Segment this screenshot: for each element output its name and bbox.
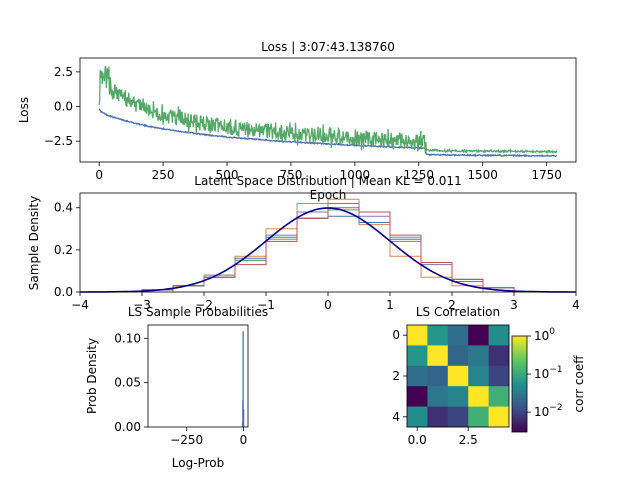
correlation-cell [468, 365, 489, 387]
latent-ticks: −4 −3 −2 −1 0 1 2 3 4 0.0 0.2 0.4 [54, 201, 580, 312]
correlation-cell [407, 365, 428, 387]
correlation-cell [427, 325, 449, 346]
correlation-cell [468, 345, 489, 367]
correlation-cell [468, 386, 489, 407]
loss-xtick-label: 0 [95, 168, 103, 182]
latent-xtick-label: 1 [386, 298, 394, 312]
correlation-cell [468, 325, 489, 346]
probability-xtick-label: 0 [240, 433, 248, 447]
probability-ticks: −250 0 0.00 0.05 0.10 [114, 331, 247, 447]
latent-xtick-label: −1 [257, 298, 275, 312]
correlation-cell [447, 386, 469, 407]
latent-xtick-label: 3 [510, 298, 518, 312]
probability-ytick-label: 0.10 [114, 331, 141, 345]
correlation-xtick-label: 0.0 [408, 433, 427, 447]
probability-ytick-label: 0.05 [114, 376, 141, 390]
probability-xtick-label: −250 [170, 433, 203, 447]
correlation-cell [488, 345, 510, 367]
probability-bar [242, 331, 244, 427]
loss-ylabel: Loss [17, 97, 31, 123]
latent-xtick-label: 0 [324, 298, 332, 312]
latent-ytick-label: 0.2 [54, 243, 73, 257]
correlation-panel: 0.0 2.5 0 2 4 LS Correlation 100 10−1 10−2 cor… [392, 305, 586, 447]
correlation-ytick-label: 0 [392, 328, 400, 342]
latent-xtick-label: 2 [448, 298, 456, 312]
loss-xtick-label: 1500 [467, 168, 498, 182]
latent-xtick-label: −3 [133, 298, 151, 312]
latent-title: Latent Space Distribution | Mean KL = 0.… [194, 174, 461, 188]
correlation-cell [407, 325, 428, 346]
loss-xtick-label: 250 [152, 168, 175, 182]
loss-series-line [98, 108, 557, 158]
latent-panel: −4 −3 −2 −1 0 1 2 3 4 0.0 0.2 0.4 Latent Space Dist… [27, 174, 580, 312]
loss-xtick-label: 750 [279, 168, 302, 182]
latent-histogram [141, 215, 515, 292]
latent-histograms [141, 198, 515, 292]
correlation-ytick-label: 2 [392, 369, 400, 383]
latent-ytick-label: 0.0 [54, 285, 73, 299]
loss-xtick-label: 500 [216, 168, 239, 182]
probabilities-title: LS Sample Probabilities [128, 305, 268, 319]
loss-ytick-label: 2.5 [54, 65, 73, 79]
probability-ytick-label: 0.00 [114, 420, 141, 434]
correlation-cell [447, 406, 469, 428]
probability-bars [241, 331, 245, 427]
loss-xlabel: Epoch [310, 188, 347, 202]
colorbar [512, 336, 527, 432]
loss-xtick-label: 1750 [531, 168, 562, 182]
correlation-cells [407, 325, 510, 428]
correlation-cell [488, 325, 510, 346]
colorbar-ticks: 100 10−1 10−2 [527, 327, 563, 419]
latent-xtick-label: −4 [71, 298, 89, 312]
correlation-cell [447, 365, 469, 387]
colorbar-frame [511, 335, 528, 433]
loss-panel: Loss | 3:07:43.138760 Loss Epoch 0 250 500… [17, 40, 577, 202]
loss-xtick-label: 1000 [340, 168, 371, 182]
probabilities-xlabel: Log-Prob [172, 456, 224, 470]
latent-frame [79, 192, 577, 293]
latent-histogram [141, 207, 515, 292]
colorbar-tick-label: 10−1 [534, 365, 563, 381]
latent-reference-curve [80, 207, 576, 293]
colorbar-tick-label: 100 [534, 327, 555, 343]
probabilities-frame [147, 324, 249, 428]
probabilities-panel: −250 0 0.00 0.05 0.10 LS Sample Probabilitie… [85, 305, 268, 470]
loss-ticks: 0 250 500 750 1000 1250 1500 1750 −2.5 0.0 2.5 [44, 65, 562, 182]
correlation-frame [406, 324, 510, 428]
loss-title: Loss | 3:07:43.138760 [261, 40, 395, 54]
correlation-cell [427, 406, 449, 428]
loss-xtick-label: 1250 [403, 168, 434, 182]
latent-xtick-label: −2 [195, 298, 213, 312]
correlation-cell [447, 345, 469, 367]
loss-series-line [98, 65, 558, 154]
correlation-cell [488, 386, 510, 407]
correlation-cell [488, 406, 510, 428]
colorbar-label: corr coeff [572, 355, 586, 413]
correlation-cell [427, 386, 449, 407]
correlation-ticks: 0.0 2.5 0 2 4 [392, 328, 477, 447]
correlation-xtick-label: 2.5 [459, 433, 478, 447]
latent-normal-curve [80, 207, 576, 293]
correlation-cell [447, 325, 469, 346]
correlation-cell [488, 365, 510, 387]
correlation-cell [468, 406, 489, 428]
latent-ytick-label: 0.4 [54, 201, 73, 215]
probabilities-ylabel: Prob Density [85, 338, 99, 414]
latent-xtick-label: 4 [572, 298, 580, 312]
loss-ytick-label: −2.5 [44, 134, 73, 148]
loss-series [98, 65, 558, 158]
probability-bar [243, 409, 245, 427]
correlation-title: LS Correlation [416, 305, 500, 319]
correlation-cell [407, 345, 428, 367]
correlation-cell [427, 365, 449, 387]
latent-ylabel: Sample Density [27, 196, 41, 290]
correlation-cell [407, 406, 428, 428]
correlation-cell [427, 345, 449, 367]
correlation-ytick-label: 4 [392, 410, 400, 424]
correlation-cell [407, 386, 428, 407]
loss-ytick-label: 0.0 [54, 100, 73, 114]
colorbar-tick-label: 10−2 [534, 403, 563, 419]
loss-frame [79, 57, 577, 163]
